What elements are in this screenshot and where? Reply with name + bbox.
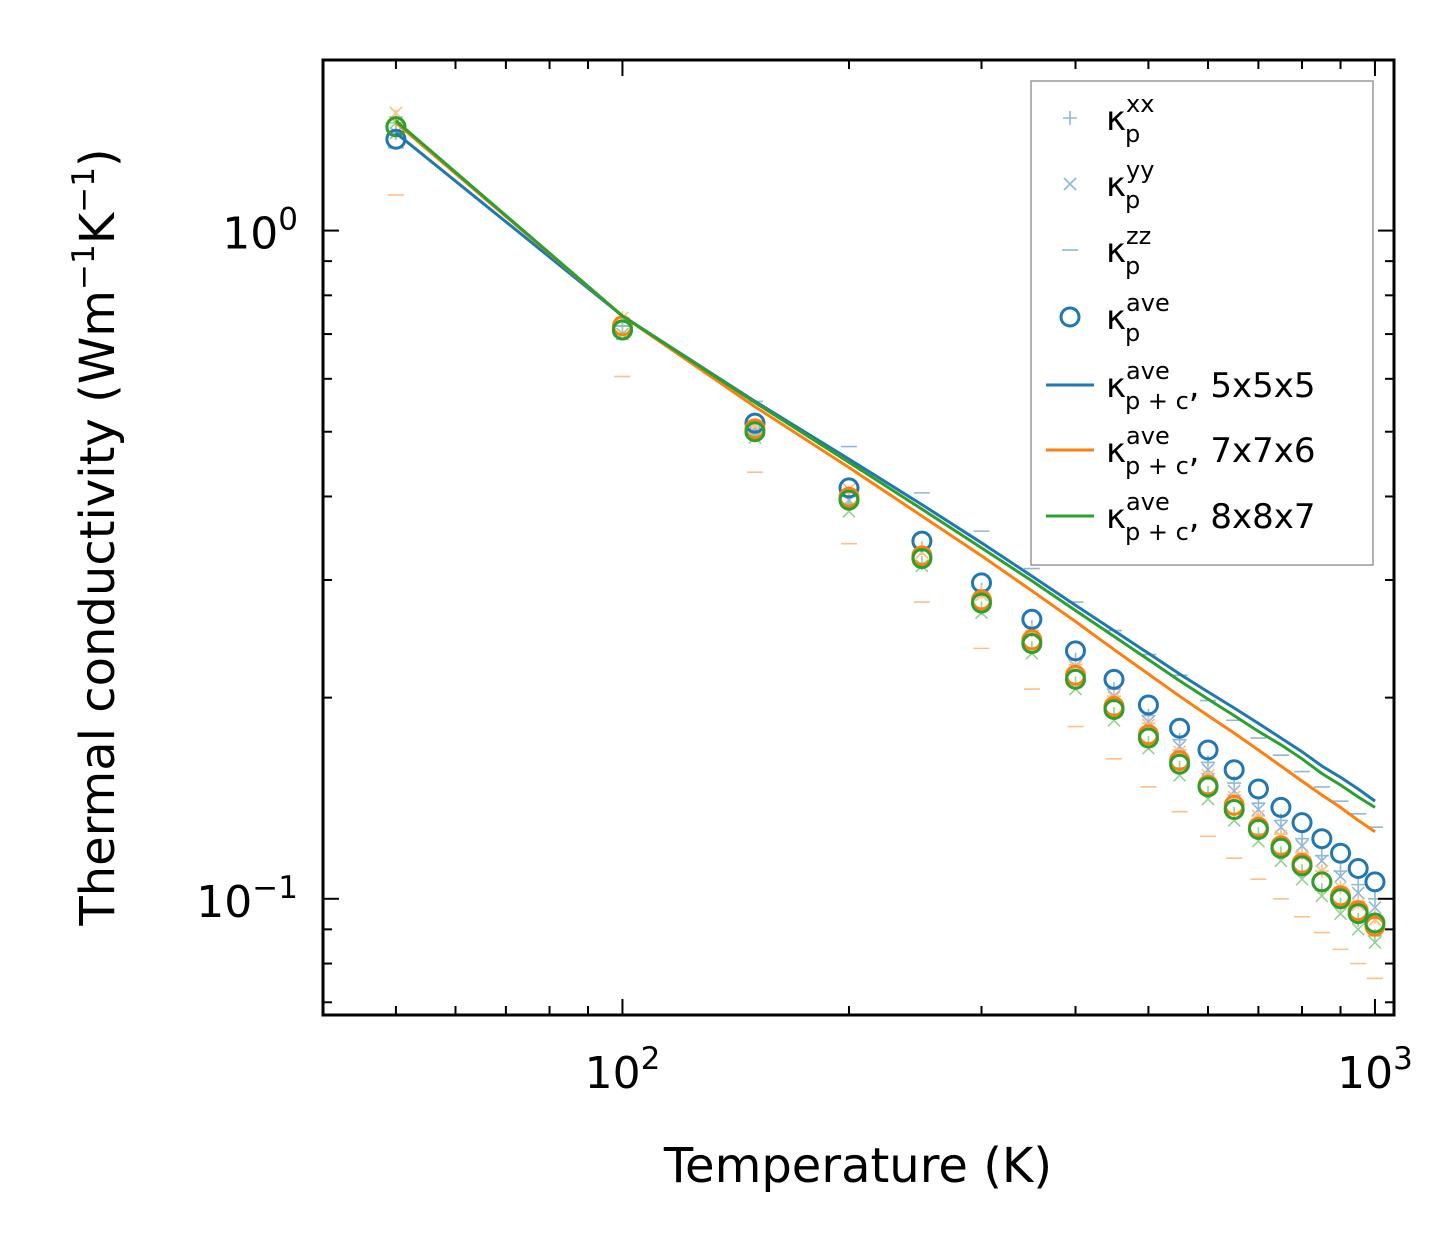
series-ave-circle-8	[385, 128, 1386, 893]
data-point	[1330, 842, 1352, 864]
legend-item-5: κave p + c, 7x7x6	[1046, 422, 1316, 480]
data-point	[1315, 854, 1329, 868]
data-point	[1311, 871, 1333, 893]
data-point	[1197, 739, 1219, 761]
data-point	[1223, 799, 1245, 821]
data-point	[1274, 820, 1288, 834]
legend-label: κave p	[1106, 289, 1170, 347]
data-point	[1347, 903, 1369, 925]
legend-label: κyy p	[1106, 156, 1154, 214]
data-point	[1351, 886, 1365, 900]
data-point	[1364, 912, 1386, 934]
legend-item-0: κxx p	[1063, 90, 1154, 148]
data-point	[1021, 633, 1043, 655]
data-point	[1197, 776, 1219, 798]
data-point	[1295, 839, 1309, 853]
data-point	[1137, 727, 1159, 749]
x-tick-label: 102	[585, 1041, 661, 1099]
data-point	[1223, 759, 1245, 781]
data-point	[1368, 935, 1382, 950]
data-point	[1333, 869, 1348, 884]
data-point	[838, 477, 860, 499]
data-point	[1065, 640, 1087, 662]
data-point	[1065, 668, 1087, 690]
y-tick-label: 10−1	[196, 870, 298, 928]
data-point	[1247, 778, 1269, 800]
data-point	[1291, 855, 1313, 877]
tick-labels: 102 103 100 10−1	[196, 202, 1413, 1099]
data-point	[838, 489, 860, 511]
data-point	[1347, 857, 1369, 879]
legend-swatch	[1063, 177, 1077, 191]
data-point	[1270, 796, 1292, 818]
legend-label: κzz p	[1106, 222, 1151, 280]
data-point	[1364, 871, 1386, 893]
series-ave-circle-10	[385, 116, 1386, 934]
data-point	[970, 592, 992, 614]
data-point	[744, 421, 766, 443]
line-series-7x7x6	[394, 121, 1376, 833]
legend-item-1: κyy p	[1063, 156, 1154, 214]
legend-item-3: κave p	[1059, 289, 1170, 347]
x-tick-label: 103	[1337, 1041, 1413, 1099]
legend-swatch	[1063, 111, 1077, 125]
line-series-5x5x5	[394, 131, 1376, 803]
legend: κxx p κyy p κzz p κave p κave p + c, 5x5x5 κave p +…	[1030, 80, 1374, 566]
legend-label: κxx p	[1106, 90, 1154, 148]
data-point	[611, 319, 633, 341]
line-series-8x8x7	[394, 119, 1376, 809]
data-point	[1251, 802, 1265, 817]
axes-frame	[321, 58, 1396, 1017]
data-point	[1169, 717, 1191, 739]
data-point	[1270, 837, 1292, 859]
series-zz-dash-7	[387, 194, 1383, 980]
data-point	[1351, 922, 1365, 936]
legend-swatch	[1059, 306, 1081, 328]
data-point	[1295, 831, 1310, 846]
data-point	[911, 548, 933, 570]
data-point	[1201, 763, 1215, 777]
legend-item-2: κzz p	[1062, 222, 1151, 280]
legend-item-6: κave p + c, 8x8x7	[1046, 488, 1316, 546]
x-axis-title: Temperature (K)	[663, 1138, 1052, 1194]
axis-ticks	[322, 60, 1394, 1015]
data-point	[1103, 668, 1125, 690]
data-point	[1351, 877, 1366, 892]
data-point	[1137, 694, 1159, 716]
legend-label: κave p + c, 5x5x5	[1106, 357, 1316, 415]
plot-area	[385, 106, 1386, 980]
data-point	[1315, 889, 1329, 903]
data-point	[1247, 818, 1269, 840]
data-point	[1021, 608, 1043, 630]
y-tick-label: 100	[222, 202, 298, 260]
data-point	[1368, 901, 1382, 915]
data-point	[1330, 888, 1352, 910]
data-point	[1227, 784, 1241, 798]
data-point	[744, 412, 766, 434]
data-point	[1173, 739, 1187, 754]
data-point	[389, 106, 403, 120]
data-point	[1169, 753, 1191, 775]
legend-item-4: κave p + c, 5x5x5	[1046, 357, 1316, 415]
legend-box	[1030, 80, 1374, 566]
data-point	[1103, 698, 1125, 720]
legend-label: κave p + c, 8x8x7	[1106, 488, 1316, 546]
data-point	[1333, 907, 1348, 921]
y-axis-title: Thermal conductivity (Wm−1K−1)	[66, 148, 126, 926]
legend-label: κave p + c, 7x7x6	[1106, 422, 1316, 480]
data-point	[1291, 812, 1313, 834]
data-point	[1311, 828, 1333, 850]
